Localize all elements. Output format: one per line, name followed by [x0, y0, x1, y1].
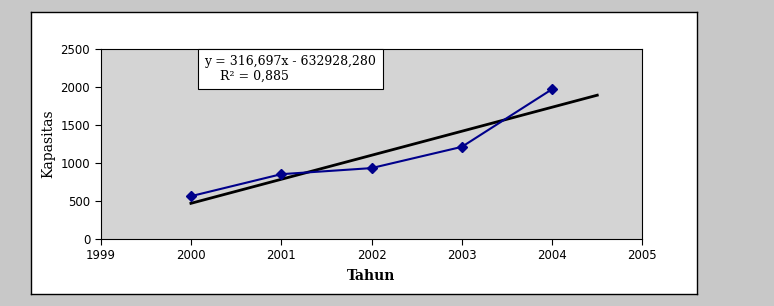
Text: y = 316,697x - 632928,280
    R² = 0,885: y = 316,697x - 632928,280 R² = 0,885 [204, 55, 376, 83]
Y-axis label: Kapasitas: Kapasitas [41, 110, 55, 178]
X-axis label: Tahun: Tahun [348, 269, 396, 283]
